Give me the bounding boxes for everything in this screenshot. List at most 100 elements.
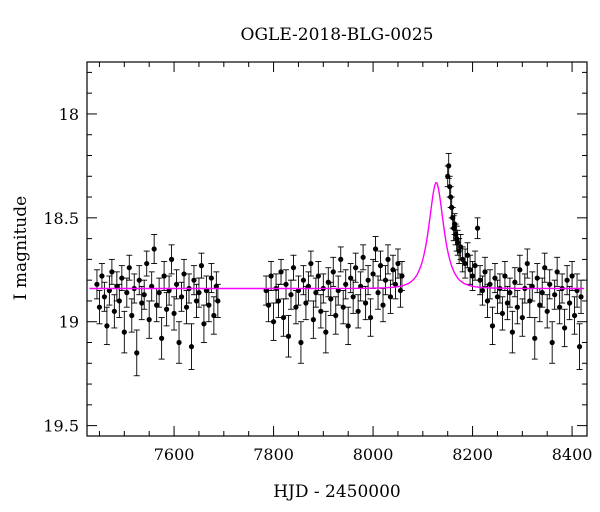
data-point xyxy=(365,277,371,283)
data-point xyxy=(164,306,170,312)
data-point xyxy=(121,329,127,335)
data-point xyxy=(542,265,548,271)
data-point xyxy=(569,273,575,279)
data-point xyxy=(467,267,473,273)
data-point xyxy=(532,335,538,341)
data-point xyxy=(534,275,540,281)
data-point xyxy=(385,256,391,262)
model-curve xyxy=(89,182,584,290)
chart-title: OGLE-2018-BLG-0025 xyxy=(241,25,434,45)
data-point xyxy=(574,287,580,294)
data-point xyxy=(328,296,334,302)
data-point xyxy=(512,279,518,285)
data-point xyxy=(265,302,272,308)
data-point xyxy=(377,263,384,269)
data-point xyxy=(387,294,394,300)
data-point xyxy=(544,308,550,314)
data-point xyxy=(181,271,187,277)
data-point xyxy=(136,277,142,283)
data-point xyxy=(477,277,483,283)
data-point xyxy=(96,304,103,310)
y-axis-label: I magnitude xyxy=(11,196,31,300)
data-point xyxy=(537,302,543,308)
data-point xyxy=(345,323,351,329)
data-point xyxy=(201,321,207,327)
data-point xyxy=(350,294,356,300)
data-point xyxy=(330,269,336,275)
data-point xyxy=(338,256,344,262)
x-tick-label: 7800 xyxy=(253,445,294,464)
data-point xyxy=(151,246,157,252)
data-point xyxy=(134,350,140,356)
data-point xyxy=(557,304,563,310)
data-point xyxy=(305,283,311,289)
data-point xyxy=(472,263,478,269)
data-point xyxy=(519,314,525,321)
data-point xyxy=(129,312,135,319)
data-point xyxy=(482,269,488,275)
data-point xyxy=(303,300,309,306)
data-point xyxy=(308,260,314,267)
data-point xyxy=(479,287,486,294)
data-point xyxy=(280,314,287,321)
data-point xyxy=(191,277,197,283)
data-point xyxy=(474,225,481,231)
data-point xyxy=(363,300,369,306)
data-point xyxy=(295,287,302,294)
data-point xyxy=(139,300,145,306)
data-point xyxy=(353,265,359,271)
data-point xyxy=(578,294,584,300)
data-point xyxy=(268,273,274,279)
data-point xyxy=(178,294,185,300)
data-point xyxy=(469,273,476,279)
data-point xyxy=(539,290,545,296)
data-point xyxy=(367,314,374,321)
y-tick-label: 18 xyxy=(59,105,79,124)
data-point xyxy=(173,281,180,287)
data-point xyxy=(159,335,165,341)
data-point xyxy=(166,287,172,294)
data-point xyxy=(504,300,510,306)
y-tick-label: 19.5 xyxy=(43,417,79,436)
data-point xyxy=(382,277,389,283)
data-point xyxy=(275,298,282,304)
data-point xyxy=(278,269,284,275)
data-point xyxy=(446,163,452,169)
data-point xyxy=(392,281,399,287)
data-point xyxy=(300,277,307,283)
data-point xyxy=(564,277,570,283)
data-point xyxy=(94,281,100,287)
data-point xyxy=(566,300,573,306)
data-point xyxy=(293,304,299,310)
data-point xyxy=(285,333,292,339)
data-point xyxy=(489,323,496,329)
x-tick-label: 8400 xyxy=(552,445,593,464)
data-point xyxy=(487,281,493,287)
data-point xyxy=(524,260,530,267)
data-point xyxy=(283,281,289,287)
plot-layer: 7600 7800 8000 8200 8400 18 18.5 19 19.5 xyxy=(43,61,593,464)
data-point xyxy=(116,298,122,304)
data-point xyxy=(340,304,346,310)
data-point xyxy=(375,290,381,296)
data-point xyxy=(554,269,560,275)
data-point xyxy=(124,290,130,296)
data-point xyxy=(99,273,105,279)
data-point xyxy=(111,308,117,314)
data-point xyxy=(141,292,147,298)
data-point xyxy=(144,260,150,267)
data-point xyxy=(517,267,523,273)
data-point xyxy=(154,302,160,308)
data-point xyxy=(161,273,167,279)
data-point xyxy=(310,317,316,323)
data-point xyxy=(552,292,558,298)
data-point xyxy=(188,344,195,350)
data-point xyxy=(547,281,553,287)
data-point xyxy=(484,298,491,304)
y-tick-label: 18.5 xyxy=(43,209,79,228)
x-tick-label: 8000 xyxy=(353,445,394,464)
data-point xyxy=(215,298,221,304)
data-point xyxy=(343,281,349,287)
data-point xyxy=(571,312,578,319)
data-point xyxy=(104,323,110,329)
